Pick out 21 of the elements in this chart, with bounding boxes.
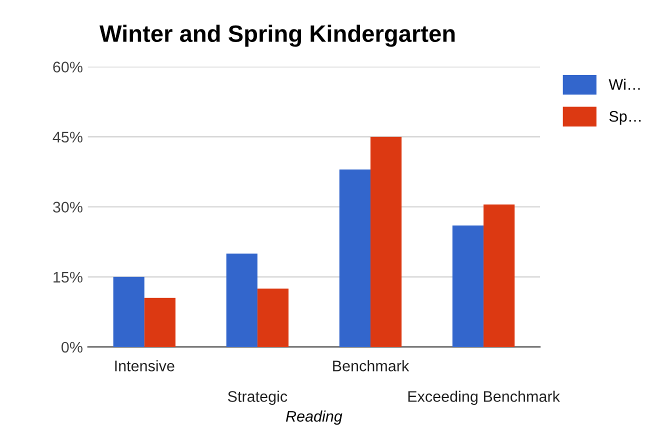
bar — [257, 288, 289, 347]
bar — [452, 226, 484, 347]
bar — [144, 298, 176, 347]
legend-label: Sp… — [609, 110, 641, 125]
x-tick-label: Benchmark — [333, 360, 410, 372]
y-tick-label: 0% — [62, 342, 82, 353]
x-tick-label: Intensive — [115, 360, 174, 372]
x-tick-label: Strategic — [228, 390, 288, 405]
legend-label: Wi… — [608, 78, 640, 90]
bar — [339, 170, 370, 347]
bar — [370, 136, 402, 347]
y-tick-label: 15% — [54, 272, 82, 283]
y-tick-label: 45% — [52, 132, 82, 143]
x-axis-title: Reading — [286, 410, 342, 425]
bar — [113, 276, 144, 347]
chart-title: Winter and Spring Kindergarten — [100, 24, 455, 47]
x-tick-label: Exceeding Benchmark — [408, 390, 560, 405]
y-tick-label: 60% — [53, 62, 82, 72]
y-tick-label: 30% — [53, 202, 82, 213]
bar — [226, 254, 258, 347]
bar — [484, 204, 515, 347]
